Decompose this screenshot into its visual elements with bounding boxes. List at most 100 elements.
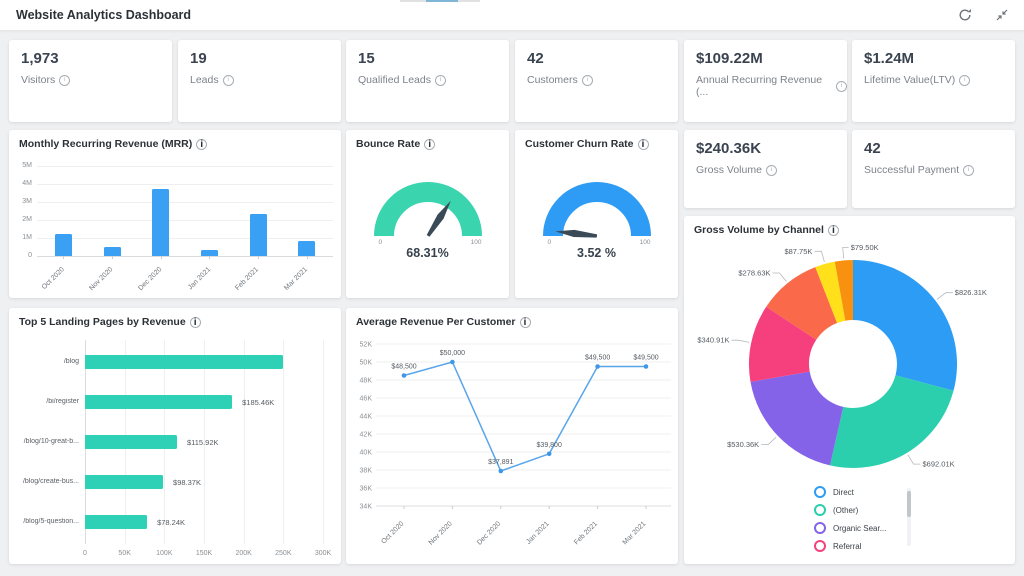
x-axis-label: Mar 2021 [622,520,648,546]
label-leader-line [936,292,953,300]
category-label: /blog/5-question... [23,518,79,525]
legend-item[interactable]: Referral [814,540,886,552]
y-axis-label: 3M [22,198,32,205]
legend-item[interactable]: Direct [814,486,886,498]
data-label: $37,891 [488,459,513,466]
top5-bar-chart[interactable]: 0 50K 100K 150K 200K 250K 300K/blog/bi/registe… [9,308,341,564]
top5-bar[interactable] [85,435,177,449]
kpi-label: Successful Payment [864,164,960,176]
top5-bar[interactable] [85,355,284,369]
slice-label: $79.50K [851,243,879,252]
kpi-card-leads: 19 Leads [178,40,341,122]
exit-fullscreen-icon[interactable] [996,9,1008,21]
legend-label: Direct [833,487,854,497]
data-point[interactable] [643,364,649,369]
y-axis-label: 44K [360,414,373,421]
bounce-rate-gauge[interactable]: 0 100 68.31% [346,130,509,298]
info-icon[interactable] [959,74,971,86]
mrr-bar[interactable] [298,240,316,256]
churn-rate-gauge[interactable]: 0 100 3.52 % [515,130,678,298]
gridline [243,340,245,544]
axis-tick [258,256,259,259]
top5-bar[interactable] [85,515,148,529]
top-edge-artifact [0,0,1024,2]
info-icon[interactable] [189,316,201,328]
x-axis-label: Jan 2021 [525,520,550,545]
category-label: /blog/10-great-b... [23,438,79,445]
kpi-label: Lifetime Value(LTV) [864,74,956,86]
gauge: 0 100 68.31% [373,182,482,262]
mrr-bar[interactable] [200,249,218,256]
avg-revenue-line-chart[interactable]: 52K 50K 48K 46K 44K 42K 40K 38K 36K 34K $48,500 Oct… [346,308,678,564]
info-icon[interactable] [637,138,649,150]
info-icon[interactable] [827,224,839,236]
x-axis-label: Dec 2020 [476,520,502,546]
scrollbar-thumb[interactable] [907,491,911,517]
y-axis-label: 1M [22,234,32,241]
top5-bar[interactable] [85,475,164,489]
info-icon[interactable] [765,164,777,176]
gridline [323,340,324,544]
mrr-bar[interactable] [54,233,72,256]
info-icon[interactable] [434,74,446,86]
line-series[interactable] [403,361,646,472]
mrr-bar-chart[interactable]: 0 1M 2M 3M 4M 5M Oct 2020 Nov 2020 Dec 2020 Jan 2… [9,130,341,298]
y-axis-label: 52K [360,342,373,349]
axis-tick [160,256,162,259]
info-icon[interactable] [519,316,531,328]
pie-slice[interactable] [830,375,954,468]
gross-volume-donut-chart[interactable]: $826.31K $692.01K $530.36K $340.91K $278.63K… [684,216,1015,564]
gauge-max-label: 100 [470,239,482,246]
x-axis-label: Nov 2020 [428,520,454,546]
x-axis-label: Oct 2020 [380,520,405,545]
info-icon[interactable] [196,138,208,150]
refresh-icon[interactable] [958,8,972,22]
slice-label: $692.01K [923,460,955,469]
info-icon[interactable] [59,74,71,86]
category-label: /blog [63,358,79,365]
chart-title: Customer Churn Rate [525,138,634,150]
info-icon[interactable] [581,74,593,86]
pie-slice[interactable] [834,260,853,321]
data-point[interactable] [498,468,504,474]
pie-slice[interactable] [750,371,844,466]
pie-slice[interactable] [815,261,846,323]
pie-slice[interactable] [748,306,817,382]
chart-title: Monthly Recurring Revenue (MRR) [19,138,193,150]
y-axis-label: 2M [22,216,32,223]
data-point[interactable] [595,364,600,369]
mrr-bar[interactable] [152,189,170,256]
header: Website Analytics Dashboard [0,0,1024,31]
gauge: 0 100 3.52 % [542,182,651,262]
info-icon[interactable] [836,80,847,92]
pie-slice[interactable] [853,260,958,391]
bounce-rate-card: Bounce Rate 0 100 68.31% [346,130,509,298]
x-axis-label: 250K [275,550,292,557]
axis-tick [63,256,65,259]
pie-slice[interactable] [766,267,838,340]
info-icon[interactable] [424,138,436,150]
category-label: /blog/create-bus... [22,478,79,485]
x-axis-label: Oct 2020 [40,266,66,292]
kpi-value: 42 [527,50,544,67]
donut-chart-svg[interactable]: $826.31K $692.01K $530.36K $340.91K $278.63K… [684,236,1015,486]
data-point[interactable] [450,359,455,365]
y-axis-label: 4M [22,180,32,187]
label-leader-line [814,250,825,263]
legend-scrollbar[interactable] [907,488,911,546]
data-point[interactable] [546,451,552,457]
info-icon[interactable] [963,164,975,176]
slice-label: $87.75K [784,247,812,256]
mrr-bar[interactable] [103,246,121,256]
top5-bar[interactable] [85,395,233,409]
legend-item[interactable]: Organic Sear... [814,522,886,534]
top5-landing-pages-card: Top 5 Landing Pages by Revenue 0 50K 100K 1… [9,308,341,564]
legend-item[interactable]: (Other) [814,504,886,516]
mrr-bar[interactable] [249,213,267,256]
legend-label: Organic Sear... [833,523,887,533]
line-chart-svg[interactable]: 52K 50K 48K 46K 44K 42K 40K 38K 36K 34K $48,500 Oct… [346,330,678,560]
data-label: $49,500 [585,355,610,362]
info-icon[interactable] [222,74,234,86]
kpi-card-qualified-leads: 15 Qualified Leads [346,40,509,122]
data-point[interactable] [401,373,407,378]
